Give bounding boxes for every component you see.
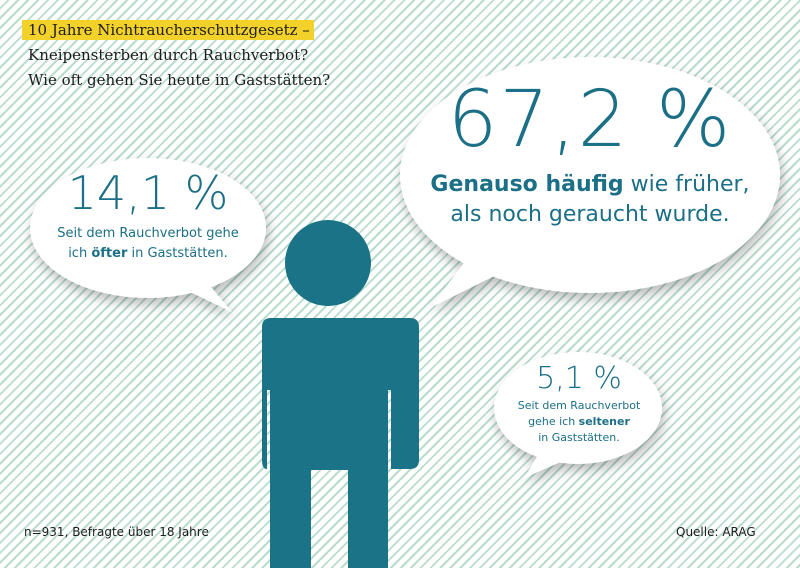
bubble-large-post: wie früher, — [623, 172, 750, 197]
speech-bubble-small — [494, 352, 662, 478]
bubble-large-line2: als noch geraucht wurde. — [450, 202, 730, 227]
chart-title: 10 Jahre Nichtraucherschutzgesetz – Knei… — [22, 18, 330, 93]
bubble-left-line2: ich öfter in Gaststätten. — [40, 244, 256, 264]
bubble-small-content: 5,1 % Seit dem Rauchverbot gehe ich selt… — [506, 362, 652, 446]
bold-term-seltener: seltener — [578, 415, 630, 428]
title-line-2: Kneipensterben durch Rauchverbot? — [28, 46, 309, 64]
bubble-small-line1: Seit dem Rauchverbot — [517, 399, 641, 412]
bubble-small-line2: gehe ich seltener — [506, 414, 652, 430]
bubble-left-line1: Seit dem Rauchverbot gehe — [57, 226, 239, 241]
title-highlight: 10 Jahre Nichtraucherschutzgesetz – — [22, 20, 314, 40]
bubble-large-line1: Genauso häufig wie früher, — [420, 170, 760, 200]
bold-term-oefter: öfter — [91, 246, 128, 261]
speech-bubble-large — [400, 57, 780, 308]
data-label-5: 5,1 % — [536, 361, 622, 396]
bubble-left-content: 14,1 % Seit dem Rauchverbot gehe ich öft… — [40, 166, 256, 264]
source-note: Quelle: ARAG — [676, 525, 756, 539]
bubble-left-pre2: ich — [68, 246, 92, 261]
bubble-large-content: 67,2 % Genauso häufig wie früher, als no… — [420, 78, 760, 230]
data-label-67: 67,2 % — [447, 75, 733, 165]
speech-bubble-left — [30, 158, 266, 312]
title-line-3: Wie oft gehen Sie heute in Gaststätten? — [28, 71, 331, 89]
bold-term-genauso: Genauso häufig — [430, 172, 624, 197]
bubble-small-pre: gehe ich — [528, 415, 579, 428]
person-figure — [262, 220, 419, 568]
data-label-14: 14,1 % — [67, 166, 229, 220]
bubble-left-post: in Gaststätten. — [127, 246, 228, 261]
sample-note: n=931, Befragte über 18 Jahre — [24, 525, 209, 539]
bubble-small-line3: in Gaststätten. — [538, 431, 620, 444]
